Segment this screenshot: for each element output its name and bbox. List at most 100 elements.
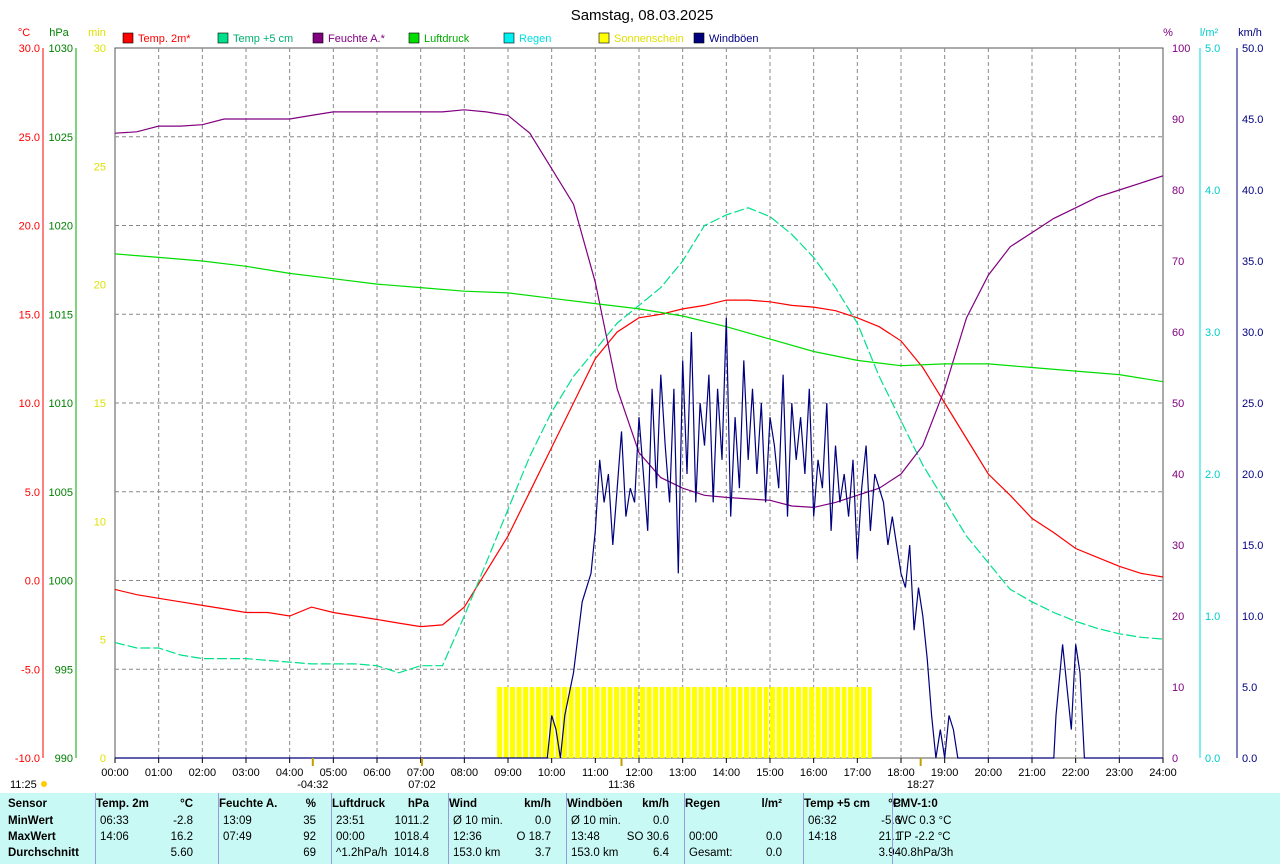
stats-cell-value: 1011.2 <box>394 815 429 827</box>
pressure-tick-label: 1000 <box>49 576 73 588</box>
stats-row-label: MaxWert <box>8 831 56 843</box>
sunshine-bar <box>861 687 867 758</box>
stats-column-title: Windböen <box>567 798 623 810</box>
sunshine-unit-label: min <box>88 27 106 39</box>
pressure-tick-label: 1010 <box>49 398 73 410</box>
humidity-tick-label: 70 <box>1172 256 1184 268</box>
x-tick-label: 16:00 <box>800 767 828 779</box>
sunshine-bar <box>783 687 789 758</box>
pressure-tick-label: 1020 <box>49 221 73 233</box>
sunshine-tick-label: 20 <box>94 280 106 292</box>
pressure-tick-label: 1030 <box>49 43 73 55</box>
pressure-tick-label: 1015 <box>49 309 73 321</box>
sunshine-bar <box>523 687 529 758</box>
x-tick-label: 18:00 <box>887 767 915 779</box>
stats-cell-value: 92 <box>303 831 316 843</box>
stats-cell-value: -5.6 <box>881 815 901 827</box>
sunshine-bar <box>763 687 769 758</box>
sunshine-bar <box>620 687 626 758</box>
x-tick-label: 14:00 <box>713 767 741 779</box>
sunshine-bar <box>497 687 503 758</box>
stats-cell-value: 6.4 <box>653 847 669 859</box>
humidity-tick-label: 10 <box>1172 682 1184 694</box>
sun-marker-label: 07:02 <box>408 779 436 791</box>
sunshine-bar <box>718 687 724 758</box>
stats-cell-value: 21.1 <box>878 831 901 843</box>
stats-cell-value: 1014.8 <box>393 847 429 859</box>
wind-tick-label: 0.0 <box>1242 753 1257 765</box>
pressure-tick-label: 995 <box>55 664 73 676</box>
pressure-tick-label: 990 <box>55 753 73 765</box>
stats-column: PMV-1:0 WC 0.3 °C TP -2.2 °C -0.8hPa/3h <box>892 793 993 864</box>
x-tick-label: 07:00 <box>407 767 435 779</box>
sunshine-bar <box>731 687 737 758</box>
stats-column-title: PMV-1:0 <box>893 798 938 810</box>
sunshine-bar <box>705 687 711 758</box>
stats-cell-value: SO 30.6 <box>626 831 669 843</box>
sunshine-bar <box>659 687 665 758</box>
humidity-tick-label: 80 <box>1172 185 1184 197</box>
sunshine-bar <box>789 687 795 758</box>
sunshine-bar <box>575 687 581 758</box>
x-tick-label: 05:00 <box>320 767 348 779</box>
stats-cell-time: Gesamt: <box>689 847 733 859</box>
stats-cell-value: 35 <box>303 815 316 827</box>
stats-cell-time: 00:00 <box>689 831 718 843</box>
stats-cell-value: 1018.4 <box>393 831 429 843</box>
stats-column-unit: l/m² <box>761 798 782 810</box>
sunshine-bar <box>607 687 613 758</box>
series-line-temp-5-cm <box>114 207 1164 674</box>
legend-swatch <box>408 32 420 44</box>
rain-tick-label: 3.0 <box>1205 327 1220 339</box>
temp-tick-label: -5.0 <box>21 664 40 676</box>
sunshine-tick-label: 30 <box>94 43 106 55</box>
sunshine-bar <box>841 687 847 758</box>
stats-cell-value: 16.2 <box>170 831 193 843</box>
x-tick-label: 15:00 <box>756 767 784 779</box>
legend-swatch <box>503 32 515 44</box>
x-tick-label: 13:00 <box>669 767 697 779</box>
x-tick-label: 01:00 <box>145 767 173 779</box>
wind-tick-label: 40.0 <box>1242 185 1263 197</box>
legend-swatch <box>217 32 229 44</box>
rain-unit-label: l/m² <box>1200 27 1219 39</box>
stats-cell-time: 153.0 km <box>453 847 501 859</box>
x-tick-label: 03:00 <box>232 767 260 779</box>
stats-column-unit: km/h <box>524 798 551 810</box>
rain-tick-label: 0.0 <box>1205 753 1220 765</box>
stats-cell-time: 00:00 <box>336 831 365 843</box>
stats-cell-value: 0.0 <box>653 815 669 827</box>
sunshine-bar <box>627 687 633 758</box>
stats-column-title: Wind <box>449 798 477 810</box>
humidity-tick-label: 50 <box>1172 398 1184 410</box>
humidity-tick-label: 100 <box>1172 43 1190 55</box>
sunshine-bar <box>581 687 587 758</box>
humidity-tick-label: 30 <box>1172 540 1184 552</box>
axes: 00:00 01:00 02:00 03:00 04:00 05:00 06:00 07:00… <box>15 27 1264 779</box>
x-tick-label: 12:00 <box>625 767 653 779</box>
sunshine-bar <box>549 687 555 758</box>
sunshine-bar <box>516 687 522 758</box>
series-line-feuchte-a- <box>114 109 1164 509</box>
sunshine-bar <box>737 687 743 758</box>
stats-cell-value: TP -2.2 °C <box>897 831 951 843</box>
sun-marker-label: 18:27 <box>907 779 935 791</box>
series-line-luftdruck <box>114 253 1164 383</box>
x-tick-label: 04:00 <box>276 767 304 779</box>
x-tick-label: 17:00 <box>844 767 872 779</box>
sunshine-bar <box>750 687 756 758</box>
wind-tick-label: 30.0 <box>1242 327 1263 339</box>
sunshine-bar <box>614 687 620 758</box>
humidity-tick-label: 0 <box>1172 753 1178 765</box>
stats-column-title: Regen <box>685 798 721 810</box>
sunshine-bar <box>835 687 841 758</box>
sunshine-bar <box>633 687 639 758</box>
temp-tick-label: 15.0 <box>19 309 40 321</box>
temp-tick-label: 20.0 <box>19 221 40 233</box>
sunshine-bar <box>685 687 691 758</box>
stats-cell-time: 13:48 <box>571 831 600 843</box>
pressure-tick-label: 1005 <box>49 487 73 499</box>
sunshine-bar <box>711 687 717 758</box>
sunshine-bar <box>542 687 548 758</box>
sunshine-bar <box>555 687 561 758</box>
